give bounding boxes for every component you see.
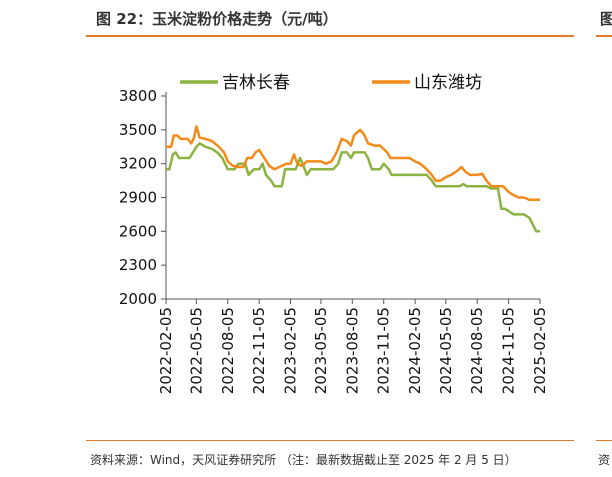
x-axis: 2022-02-05 2022-05-05 2022-08-05 2022-11-05… xyxy=(157,298,549,394)
y-axis: 2000 2300 2600 2900 3200 3500 3800 xyxy=(119,87,167,308)
y-tick-label: 3800 xyxy=(119,87,157,105)
adjacent-caption-rule xyxy=(596,35,612,37)
y-tick-label: 3500 xyxy=(119,121,157,139)
legend-item-jilin-changchun: 吉林长春 xyxy=(180,73,290,93)
y-tick-label: 2000 xyxy=(119,290,157,308)
x-tick-label: 2023-08-05 xyxy=(343,307,361,394)
y-tick-label: 2600 xyxy=(119,222,157,240)
x-tick-label: 2022-08-05 xyxy=(219,307,237,394)
x-tick-label: 2022-02-05 xyxy=(157,307,175,394)
adjacent-source-fragment: 资 xyxy=(598,453,611,467)
series-layer xyxy=(166,125,540,233)
x-tick-label: 2022-05-05 xyxy=(187,307,205,394)
source-rule xyxy=(86,440,574,441)
x-tick-label: 2024-02-05 xyxy=(406,307,424,394)
x-tick-label: 2024-11-05 xyxy=(500,307,518,394)
legend: 吉林长春 山东潍坊 xyxy=(180,73,482,93)
legend-label: 山东潍坊 xyxy=(414,73,482,93)
y-tick-label: 2300 xyxy=(119,256,157,274)
source-note: 资料来源：Wind，天风证券研究所 （注：最新数据截止至 2025 年 2 月 … xyxy=(90,453,517,467)
series-line-shandong-weifang xyxy=(166,125,540,202)
legend-item-shandong-weifang: 山东潍坊 xyxy=(372,73,482,93)
y-tick-label: 3200 xyxy=(119,155,157,173)
legend-label: 吉林长春 xyxy=(222,73,290,93)
x-tick-label: 2022-11-05 xyxy=(250,307,268,394)
x-tick-label: 2023-05-05 xyxy=(312,307,330,394)
x-tick-label: 2024-05-05 xyxy=(437,307,455,394)
x-tick-label: 2023-11-05 xyxy=(375,307,393,394)
y-tick-label: 2900 xyxy=(119,189,157,207)
x-tick-label: 2025-02-05 xyxy=(531,307,549,394)
x-tick-label: 2023-02-05 xyxy=(282,307,300,394)
x-tick-label: 2024-08-05 xyxy=(468,307,486,394)
adjacent-source-rule xyxy=(596,440,612,441)
adjacent-figure-caption-fragment: 图 xyxy=(600,10,612,28)
caption-rule xyxy=(86,35,574,37)
figure-caption: 图 22：玉米淀粉价格走势（元/吨） xyxy=(96,10,338,28)
series-line-jilin-changchun xyxy=(166,142,540,233)
